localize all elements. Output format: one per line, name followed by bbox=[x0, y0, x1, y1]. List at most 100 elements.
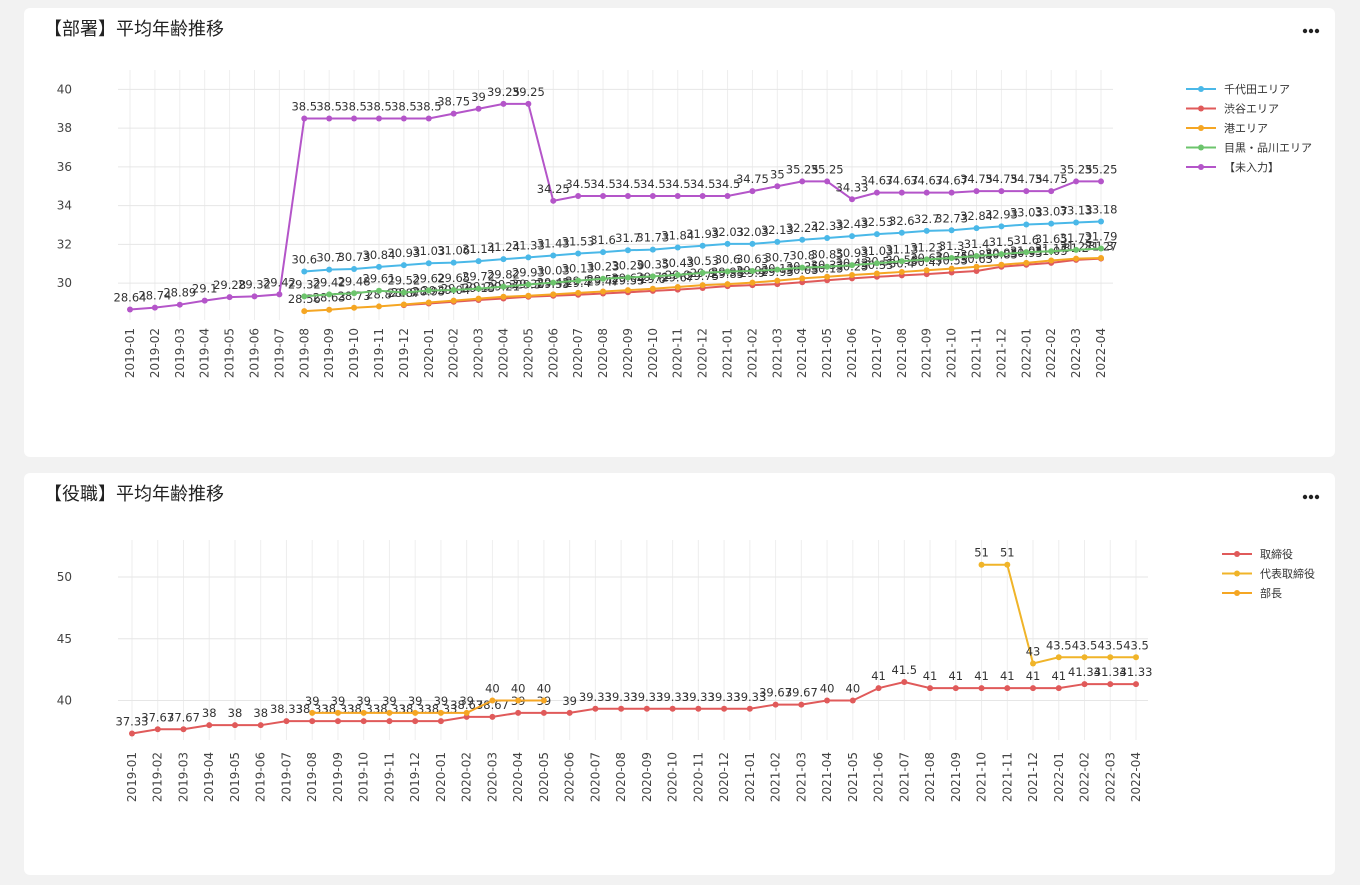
data-label: 30.93 bbox=[387, 246, 420, 260]
data-point bbox=[425, 260, 432, 267]
data-label: 30.6 bbox=[715, 253, 741, 267]
data-label: 31.93 bbox=[686, 227, 719, 241]
data-label: 33.07 bbox=[1035, 205, 1068, 219]
x-tick-label: 2020-03 bbox=[472, 328, 486, 378]
data-point bbox=[799, 275, 806, 282]
data-point bbox=[575, 250, 582, 257]
data-point bbox=[948, 254, 955, 261]
legend-label: 目黒・品川エリア bbox=[1224, 142, 1312, 155]
data-label: 35.25 bbox=[1085, 162, 1118, 176]
data-point bbox=[151, 304, 158, 311]
data-point bbox=[849, 196, 856, 203]
x-tick-label: 2021-11 bbox=[970, 328, 984, 378]
data-label: 30.7 bbox=[316, 251, 342, 265]
data-point bbox=[1048, 257, 1055, 264]
data-point bbox=[437, 718, 444, 725]
x-tick-label: 2021-05 bbox=[820, 328, 834, 378]
x-tick-label: 2021-09 bbox=[949, 752, 963, 802]
x-tick-label: 2021-06 bbox=[872, 752, 886, 802]
data-label: 35 bbox=[770, 167, 785, 181]
x-tick-label: 2022-03 bbox=[1103, 752, 1117, 802]
menu-button[interactable] bbox=[1302, 28, 1320, 34]
data-point bbox=[952, 685, 959, 692]
data-point bbox=[351, 266, 358, 273]
menu-button[interactable] bbox=[1302, 494, 1320, 500]
x-tick-label: 2019-07 bbox=[272, 328, 286, 378]
data-label: 39.67 bbox=[785, 686, 818, 700]
data-point bbox=[386, 709, 393, 716]
data-point bbox=[1098, 178, 1104, 185]
data-point bbox=[1073, 255, 1080, 262]
data-point bbox=[978, 561, 985, 568]
data-point bbox=[898, 229, 905, 236]
legend-label: 千代田エリア bbox=[1224, 83, 1290, 96]
x-tick-label: 2020-03 bbox=[485, 752, 499, 802]
legend-swatch bbox=[1198, 105, 1204, 112]
data-point bbox=[525, 254, 532, 261]
x-tick-label: 2020-08 bbox=[614, 752, 628, 802]
data-point bbox=[1023, 259, 1030, 266]
data-point bbox=[437, 709, 444, 716]
data-label: 39 bbox=[305, 694, 320, 708]
data-label: 39 bbox=[382, 694, 397, 708]
data-point bbox=[600, 249, 607, 256]
data-label: 34.5 bbox=[615, 177, 641, 191]
data-label: 34.5 bbox=[665, 177, 691, 191]
data-point bbox=[923, 227, 930, 234]
data-label: 38 bbox=[228, 706, 243, 720]
data-label: 38.5 bbox=[316, 99, 342, 113]
x-tick-label: 2019-05 bbox=[223, 328, 237, 378]
data-point bbox=[674, 244, 681, 251]
data-label: 33.18 bbox=[1085, 203, 1118, 217]
x-tick-label: 2021-03 bbox=[794, 752, 808, 802]
data-point bbox=[799, 264, 806, 271]
data-point bbox=[489, 697, 496, 704]
data-point bbox=[400, 289, 407, 296]
x-tick-label: 2019-07 bbox=[279, 752, 293, 802]
data-point bbox=[649, 246, 656, 253]
data-point bbox=[699, 242, 706, 249]
data-label: 30.43 bbox=[661, 256, 694, 270]
data-label: 30.23 bbox=[587, 260, 620, 274]
data-point bbox=[450, 297, 457, 304]
data-point bbox=[1073, 178, 1080, 185]
data-label: 34.67 bbox=[885, 174, 918, 188]
data-point bbox=[973, 267, 980, 274]
x-tick-label: 2021-07 bbox=[897, 752, 911, 802]
data-label: 32.84 bbox=[960, 209, 993, 223]
data-label: 39 bbox=[408, 694, 423, 708]
data-point bbox=[283, 718, 290, 725]
data-label: 39.33 bbox=[682, 690, 715, 704]
data-label: 30.93 bbox=[836, 246, 869, 260]
data-point bbox=[973, 253, 980, 260]
data-label: 39 bbox=[459, 694, 474, 708]
series-line bbox=[129, 102, 1101, 311]
x-tick-label: 2019-10 bbox=[357, 752, 371, 802]
y-tick-label: 40 bbox=[57, 693, 72, 707]
x-tick-label: 2021-10 bbox=[975, 752, 989, 802]
data-point bbox=[301, 308, 308, 315]
data-point bbox=[674, 284, 681, 291]
data-label: 39 bbox=[331, 694, 346, 708]
data-label: 29.48 bbox=[338, 274, 371, 288]
data-point bbox=[500, 293, 507, 300]
data-point bbox=[774, 277, 781, 284]
x-tick-label: 2020-11 bbox=[671, 328, 685, 378]
data-label: 29.42 bbox=[313, 275, 346, 289]
y-tick-label: 40 bbox=[57, 82, 72, 96]
data-point bbox=[618, 705, 625, 712]
data-label: 32.53 bbox=[860, 215, 893, 229]
x-tick-label: 2020-04 bbox=[496, 328, 510, 378]
data-label: 32.6 bbox=[889, 214, 915, 228]
data-point bbox=[923, 189, 930, 196]
x-tick-label: 2020-09 bbox=[621, 328, 635, 378]
data-label: 33.03 bbox=[1010, 205, 1043, 219]
data-label: 51 bbox=[1000, 546, 1015, 560]
data-label: 31.72 bbox=[1060, 231, 1093, 245]
data-label: 34.5 bbox=[715, 177, 741, 191]
data-point bbox=[386, 718, 393, 725]
x-tick-label: 2021-02 bbox=[745, 328, 759, 378]
data-point bbox=[326, 306, 333, 313]
x-tick-label: 2021-06 bbox=[845, 328, 859, 378]
data-point bbox=[721, 705, 728, 712]
